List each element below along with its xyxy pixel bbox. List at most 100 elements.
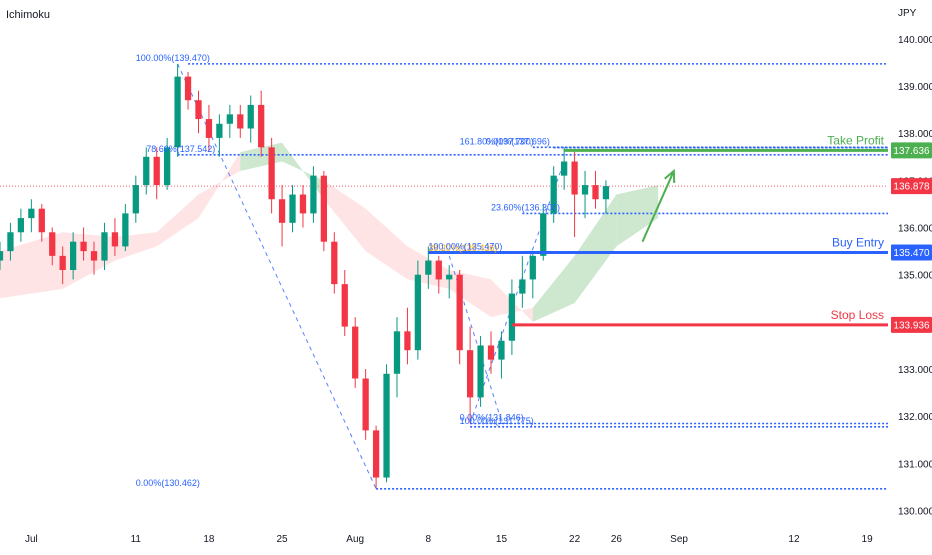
price-tag[interactable]: 133.936 bbox=[891, 316, 932, 333]
candle-body bbox=[268, 147, 275, 200]
candle-body bbox=[581, 185, 589, 195]
candle bbox=[393, 317, 401, 398]
price-tick-label: 139.000 bbox=[898, 82, 932, 93]
candle bbox=[341, 270, 348, 337]
candle bbox=[404, 307, 411, 365]
projection-arrow bbox=[641, 168, 676, 243]
candle-body bbox=[383, 373, 390, 478]
candle bbox=[278, 185, 286, 247]
candle bbox=[59, 246, 66, 285]
candle-body bbox=[456, 274, 463, 351]
price-tick-label: 131.000 bbox=[898, 459, 932, 470]
trade-level-label: Stop Loss bbox=[831, 308, 884, 322]
price-tag[interactable]: 137.636 bbox=[891, 142, 932, 159]
cloud-segment bbox=[114, 232, 157, 261]
candle bbox=[435, 255, 442, 294]
candle bbox=[101, 222, 108, 270]
candle bbox=[153, 147, 160, 200]
candle-body bbox=[122, 213, 129, 247]
candle bbox=[195, 90, 202, 134]
price-tick-label: 136.000 bbox=[898, 224, 932, 235]
price-tick-label: 132.000 bbox=[898, 412, 932, 423]
candle bbox=[529, 251, 536, 299]
price-tag[interactable]: 136.878 bbox=[891, 178, 932, 195]
candle-body bbox=[69, 241, 77, 270]
candle-body bbox=[602, 186, 610, 200]
candle bbox=[383, 364, 390, 483]
price-axis[interactable]: 140.000139.000138.000137.000136.000135.0… bbox=[891, 35, 932, 518]
time-tick-label: 15 bbox=[496, 534, 508, 545]
indicator-name: Ichimoku bbox=[6, 9, 50, 21]
candle bbox=[226, 104, 233, 138]
candle-body bbox=[195, 100, 202, 120]
candle-body bbox=[362, 378, 369, 431]
candle-body bbox=[404, 331, 411, 351]
candle-body bbox=[59, 255, 66, 270]
time-tick-label: 18 bbox=[203, 534, 215, 545]
fib-label: 78.60%(137.542) bbox=[146, 144, 215, 154]
candle-body bbox=[247, 104, 254, 129]
cloud-segment bbox=[365, 208, 408, 280]
candle bbox=[299, 185, 307, 228]
candle bbox=[17, 208, 25, 242]
price-tag-bg bbox=[891, 142, 932, 159]
candle-body bbox=[143, 156, 150, 186]
candle-body bbox=[17, 218, 25, 233]
candle-body bbox=[278, 199, 286, 223]
candle bbox=[602, 180, 610, 214]
candle bbox=[320, 170, 327, 252]
trade-level-label: Buy Entry bbox=[832, 236, 884, 250]
price-tag-text: 136.878 bbox=[893, 182, 930, 193]
candle bbox=[498, 331, 505, 379]
candle-body bbox=[226, 114, 233, 124]
price-tag[interactable]: 135.470 bbox=[891, 244, 932, 261]
candle-body bbox=[498, 340, 505, 360]
candle bbox=[508, 279, 516, 355]
fib-label: 23.60%(136.300) bbox=[491, 202, 560, 212]
candle-body bbox=[237, 114, 244, 129]
price-tag-text: 135.470 bbox=[893, 248, 930, 259]
candle-body bbox=[529, 255, 536, 280]
fib-label: 38.20%(135.436) bbox=[428, 243, 497, 253]
candle-body bbox=[372, 430, 380, 478]
candle bbox=[446, 265, 453, 299]
candle bbox=[289, 185, 296, 233]
candle bbox=[310, 166, 317, 223]
price-tag-text: 133.936 bbox=[893, 320, 930, 331]
time-tick-label: Jul bbox=[25, 534, 38, 545]
cloud-segment bbox=[198, 152, 241, 219]
candle bbox=[184, 71, 192, 110]
candle-body bbox=[299, 194, 307, 214]
price-tag-text: 137.636 bbox=[893, 146, 930, 157]
candle bbox=[237, 104, 244, 138]
candle-body bbox=[446, 274, 453, 280]
trade-levels: Take Profit Buy Entry Stop Loss bbox=[428, 133, 888, 327]
candle bbox=[38, 203, 45, 242]
price-tick-label: 135.000 bbox=[898, 271, 932, 282]
candle-body bbox=[289, 194, 296, 223]
time-tick-label: 19 bbox=[862, 534, 874, 545]
candle-body bbox=[184, 76, 192, 101]
time-tick-label: 22 bbox=[569, 534, 581, 545]
time-tick-label: Sep bbox=[670, 534, 688, 545]
candle bbox=[331, 232, 338, 294]
candle-body bbox=[341, 284, 348, 327]
cloud-segment bbox=[156, 194, 199, 247]
candle-body bbox=[571, 161, 578, 195]
time-tick-label: Aug bbox=[346, 534, 364, 545]
time-tick-label: 25 bbox=[277, 534, 289, 545]
time-axis[interactable]: Jul 11 18 25 Aug 8 15 22 26 Sep 12 19 bbox=[25, 534, 873, 545]
candlestick-series bbox=[0, 63, 610, 489]
price-tag-bg bbox=[891, 316, 932, 333]
candle-body bbox=[508, 293, 516, 341]
price-tag-bg bbox=[891, 178, 932, 195]
fib-trend-line bbox=[177, 63, 377, 489]
candle-body bbox=[205, 119, 213, 138]
candle bbox=[352, 317, 359, 388]
candle-body bbox=[90, 251, 98, 261]
candle bbox=[49, 227, 56, 266]
candle bbox=[466, 326, 474, 424]
candle-body bbox=[331, 241, 338, 285]
